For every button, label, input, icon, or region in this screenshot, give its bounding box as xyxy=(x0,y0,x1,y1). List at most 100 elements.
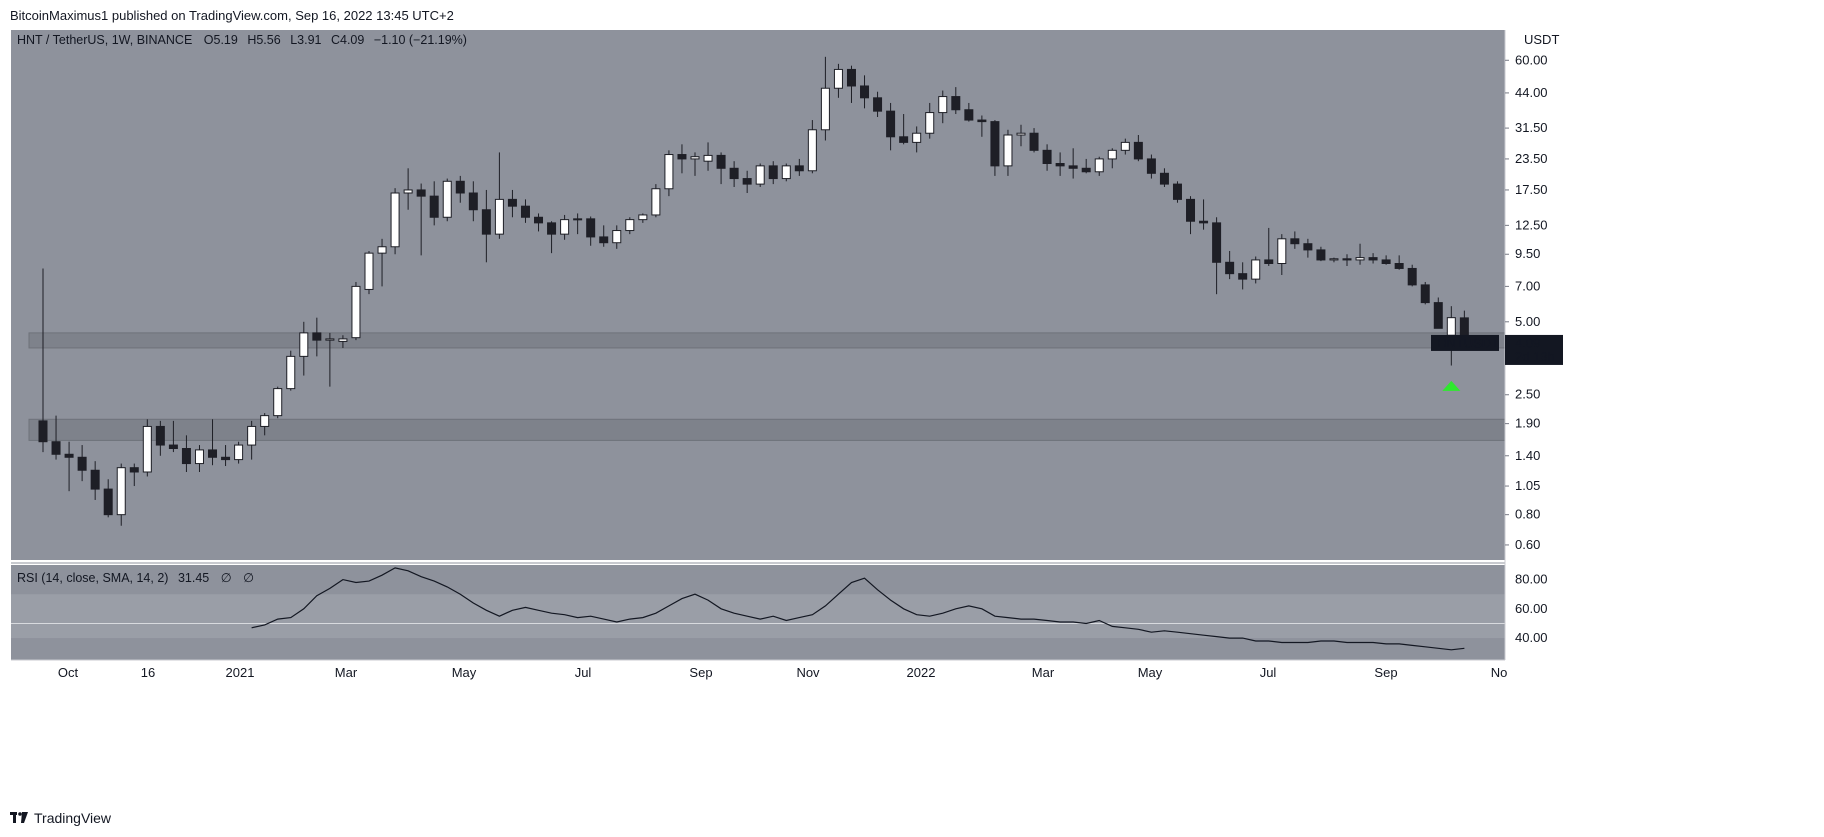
candle[interactable] xyxy=(168,420,178,453)
candle[interactable] xyxy=(155,420,165,456)
candle[interactable] xyxy=(1316,246,1326,262)
candle[interactable] xyxy=(899,114,909,145)
candle[interactable] xyxy=(755,163,765,187)
candle[interactable] xyxy=(429,181,439,226)
candle[interactable] xyxy=(103,479,113,518)
candle[interactable] xyxy=(873,91,883,118)
candle[interactable] xyxy=(1016,124,1026,147)
candle[interactable] xyxy=(612,225,622,249)
candle[interactable] xyxy=(1251,256,1261,284)
candle[interactable] xyxy=(51,415,61,460)
candle[interactable] xyxy=(820,56,830,141)
candle[interactable] xyxy=(1120,138,1130,155)
candle[interactable] xyxy=(194,445,204,472)
candle[interactable] xyxy=(1225,250,1235,280)
candle[interactable] xyxy=(116,463,126,526)
candle[interactable] xyxy=(638,213,648,223)
candle[interactable] xyxy=(142,419,152,477)
candle[interactable] xyxy=(547,221,557,254)
candle[interactable] xyxy=(586,216,596,246)
candle[interactable] xyxy=(481,189,491,263)
candle[interactable] xyxy=(1277,234,1287,275)
candle[interactable] xyxy=(990,120,1000,176)
candle[interactable] xyxy=(1264,227,1274,266)
candle[interactable] xyxy=(1003,129,1013,176)
candle[interactable] xyxy=(442,178,452,222)
candle[interactable] xyxy=(494,152,504,239)
candle[interactable] xyxy=(1081,158,1091,174)
candle[interactable] xyxy=(273,386,283,419)
candle[interactable] xyxy=(129,463,139,487)
candle[interactable] xyxy=(1420,281,1430,305)
candle[interactable] xyxy=(742,170,752,194)
candle[interactable] xyxy=(338,335,348,348)
candle[interactable] xyxy=(377,238,387,287)
candle[interactable] xyxy=(664,150,674,197)
candle[interactable] xyxy=(1094,156,1104,176)
candle[interactable] xyxy=(77,445,87,482)
candle[interactable] xyxy=(599,225,609,247)
candle[interactable] xyxy=(951,87,961,115)
candle[interactable] xyxy=(507,189,517,218)
candle[interactable] xyxy=(1394,255,1404,270)
candle[interactable] xyxy=(1172,181,1182,203)
price-pane[interactable] xyxy=(11,30,1505,560)
candle[interactable] xyxy=(221,445,231,467)
candle[interactable] xyxy=(1368,253,1378,264)
candle[interactable] xyxy=(729,161,739,187)
candle[interactable] xyxy=(1303,238,1313,258)
candle[interactable] xyxy=(299,321,309,376)
candle[interactable] xyxy=(1433,297,1443,329)
candle[interactable] xyxy=(1133,134,1143,162)
candle[interactable] xyxy=(534,213,544,232)
candle[interactable] xyxy=(1159,168,1169,187)
candle[interactable] xyxy=(651,184,661,218)
chart-panel[interactable]: 60.00 44.00 31.50 23.50 17.50 12.50 9.50 7.00 5.… xyxy=(11,30,1814,800)
candle[interactable] xyxy=(455,175,465,203)
candle[interactable] xyxy=(1238,262,1248,290)
candle[interactable] xyxy=(781,163,791,182)
candle[interactable] xyxy=(677,144,687,174)
candle[interactable] xyxy=(1107,148,1117,169)
candle[interactable] xyxy=(1029,128,1039,153)
candle[interactable] xyxy=(1381,255,1391,265)
candle[interactable] xyxy=(925,102,935,139)
candle[interactable] xyxy=(325,332,335,387)
candle[interactable] xyxy=(1342,254,1352,266)
candle[interactable] xyxy=(833,63,843,98)
candle[interactable] xyxy=(234,441,244,464)
candle[interactable] xyxy=(64,441,74,492)
candle[interactable] xyxy=(38,268,48,453)
candle[interactable] xyxy=(1329,257,1339,263)
candle[interactable] xyxy=(912,126,922,153)
candle[interactable] xyxy=(964,102,974,122)
candle[interactable] xyxy=(560,214,570,240)
candle[interactable] xyxy=(807,120,817,174)
candle[interactable] xyxy=(938,90,948,124)
candle[interactable] xyxy=(703,142,713,171)
candle[interactable] xyxy=(364,250,374,295)
price-chart[interactable]: 60.00 44.00 31.50 23.50 17.50 12.50 9.50 7.00 5.… xyxy=(11,30,1814,800)
candle[interactable] xyxy=(390,188,400,255)
candle[interactable] xyxy=(573,213,583,235)
candle[interactable] xyxy=(1042,144,1052,171)
candle[interactable] xyxy=(351,281,361,341)
candle[interactable] xyxy=(1068,148,1078,179)
candle[interactable] xyxy=(181,435,191,472)
candle[interactable] xyxy=(260,413,270,436)
candle[interactable] xyxy=(90,461,100,500)
candle[interactable] xyxy=(846,65,856,103)
candle[interactable] xyxy=(860,75,870,109)
candle[interactable] xyxy=(416,183,426,256)
candle[interactable] xyxy=(1146,154,1156,179)
candle[interactable] xyxy=(468,181,478,222)
candle[interactable] xyxy=(1186,196,1196,235)
candle[interactable] xyxy=(286,350,296,391)
candle[interactable] xyxy=(690,152,700,176)
candle[interactable] xyxy=(403,168,413,210)
candle[interactable] xyxy=(1199,199,1209,230)
candle[interactable] xyxy=(794,158,804,176)
candle[interactable] xyxy=(1407,264,1417,287)
candle[interactable] xyxy=(1055,152,1065,176)
candle[interactable] xyxy=(247,420,257,460)
